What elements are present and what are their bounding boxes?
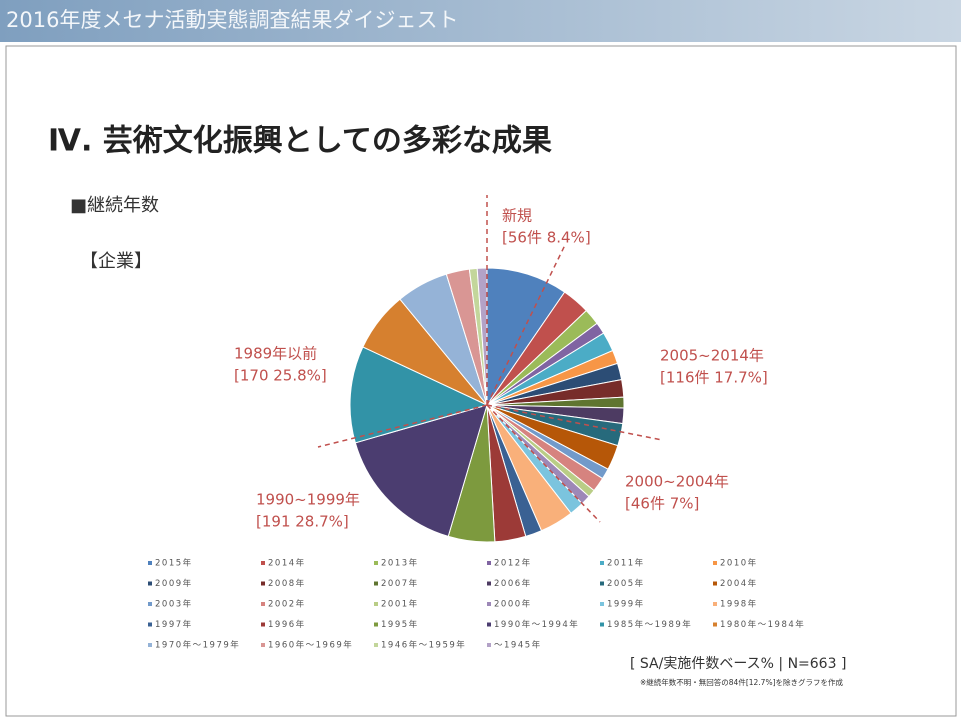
- annotation: 2005~2014年: [660, 347, 764, 365]
- legend-label: 2008年: [268, 578, 306, 589]
- legend-swatch: [261, 561, 265, 565]
- legend-label: 2012年: [494, 558, 532, 569]
- legend-swatch: [713, 622, 717, 627]
- legend-swatch: [148, 581, 152, 586]
- legend-swatch: [261, 602, 265, 606]
- note: ※継続年数不明・無回答の84件[12.7%]を除きグラフを作成: [640, 677, 844, 687]
- section: ■継続年数: [70, 195, 159, 216]
- legend-swatch: [148, 561, 152, 565]
- legend-swatch: [374, 622, 378, 627]
- legend-label: 2015年: [155, 558, 193, 569]
- leader-line: [486, 244, 566, 406]
- annotation: 新規: [502, 207, 532, 225]
- legend-swatch: [713, 561, 717, 565]
- footer: [ SA/実施件数ベース% | N=663 ]: [630, 656, 846, 672]
- legend-label: 1946年～1959年: [381, 640, 466, 651]
- pie: [349, 267, 625, 543]
- annotation: 2000~2004年: [625, 473, 729, 491]
- legend-label: 2013年: [381, 558, 419, 569]
- legend-swatch: [487, 561, 491, 565]
- legend-label: 1970年～1979年: [155, 640, 240, 651]
- legend-label: 1960年～1969年: [268, 640, 353, 651]
- legend-swatch: [148, 643, 152, 647]
- legend-label: 2010年: [720, 558, 758, 569]
- legend-label: 1990年～1994年: [494, 619, 579, 630]
- annotation: [46件 7%]: [625, 495, 699, 513]
- legend-swatch: [713, 581, 717, 586]
- legend-label: ～1945年: [494, 640, 542, 651]
- annotation: 1989年以前: [234, 345, 317, 363]
- slide-frame: [5, 45, 957, 717]
- title: Ⅳ. 芸術文化振興としての多彩な成果: [48, 124, 552, 159]
- legend-swatch: [600, 581, 604, 586]
- legend-label: 2002年: [268, 599, 306, 610]
- legend-swatch: [487, 602, 491, 606]
- legend-swatch: [374, 581, 378, 586]
- legend-swatch: [261, 581, 265, 586]
- header-bar: [0, 0, 961, 42]
- legend-label: 1985年～1989年: [607, 619, 692, 630]
- legend-swatch: [374, 602, 378, 606]
- legend-swatch: [148, 622, 152, 627]
- legend-label: 2000年: [494, 599, 532, 610]
- leader-line: [486, 404, 663, 441]
- legend-label: 2001年: [381, 599, 419, 610]
- annotation: [191 28.7%]: [256, 513, 349, 531]
- legend-swatch: [374, 561, 378, 565]
- legend-label: 2009年: [155, 578, 193, 589]
- legend-label: 1996年: [268, 619, 306, 630]
- legend-swatch: [600, 561, 604, 565]
- legend-label: 2014年: [268, 558, 306, 569]
- annotation: [170 25.8%]: [234, 367, 327, 385]
- annotation: [116件 17.7%]: [660, 369, 768, 387]
- legend-label: 2006年: [494, 578, 532, 589]
- leader-line: [317, 404, 488, 448]
- legend-swatch: [487, 643, 491, 647]
- pie-slice: [354, 404, 488, 538]
- group: 【企業】: [80, 251, 152, 272]
- header: 2016年度メセナ活動実態調査結果ダイジェスト: [6, 8, 458, 32]
- legend-swatch: [713, 602, 717, 606]
- legend-swatch: [600, 622, 604, 627]
- legend-label: 1997年: [155, 619, 193, 630]
- annotation: [56件 8.4%]: [502, 229, 591, 247]
- pie-slice: [486, 267, 566, 407]
- legend-label: 1995年: [381, 619, 419, 630]
- legend-swatch: [487, 581, 491, 586]
- legend-swatch: [148, 602, 152, 606]
- legend-label: 2005年: [607, 578, 645, 589]
- legend-label: 1999年: [607, 599, 645, 610]
- legend-swatch: [261, 622, 265, 627]
- legend-swatch: [374, 643, 378, 647]
- legend-label: 2004年: [720, 578, 758, 589]
- legend-label: 2003年: [155, 599, 193, 610]
- legend-label: 2007年: [381, 578, 419, 589]
- leader-line: [486, 404, 601, 523]
- legend-label: 1998年: [720, 599, 758, 610]
- annotation: 1990~1999年: [256, 491, 360, 509]
- leader-lines: [317, 195, 663, 523]
- legend-swatch: [261, 643, 265, 647]
- legend-label: 1980年～1984年: [720, 619, 805, 630]
- legend-label: 2011年: [607, 558, 645, 569]
- legend-swatch: [600, 602, 604, 606]
- legend: 2015年 2014年 2013年 2012年 2011年 2010年 2009年 2008年…: [148, 558, 805, 651]
- legend-swatch: [487, 622, 491, 627]
